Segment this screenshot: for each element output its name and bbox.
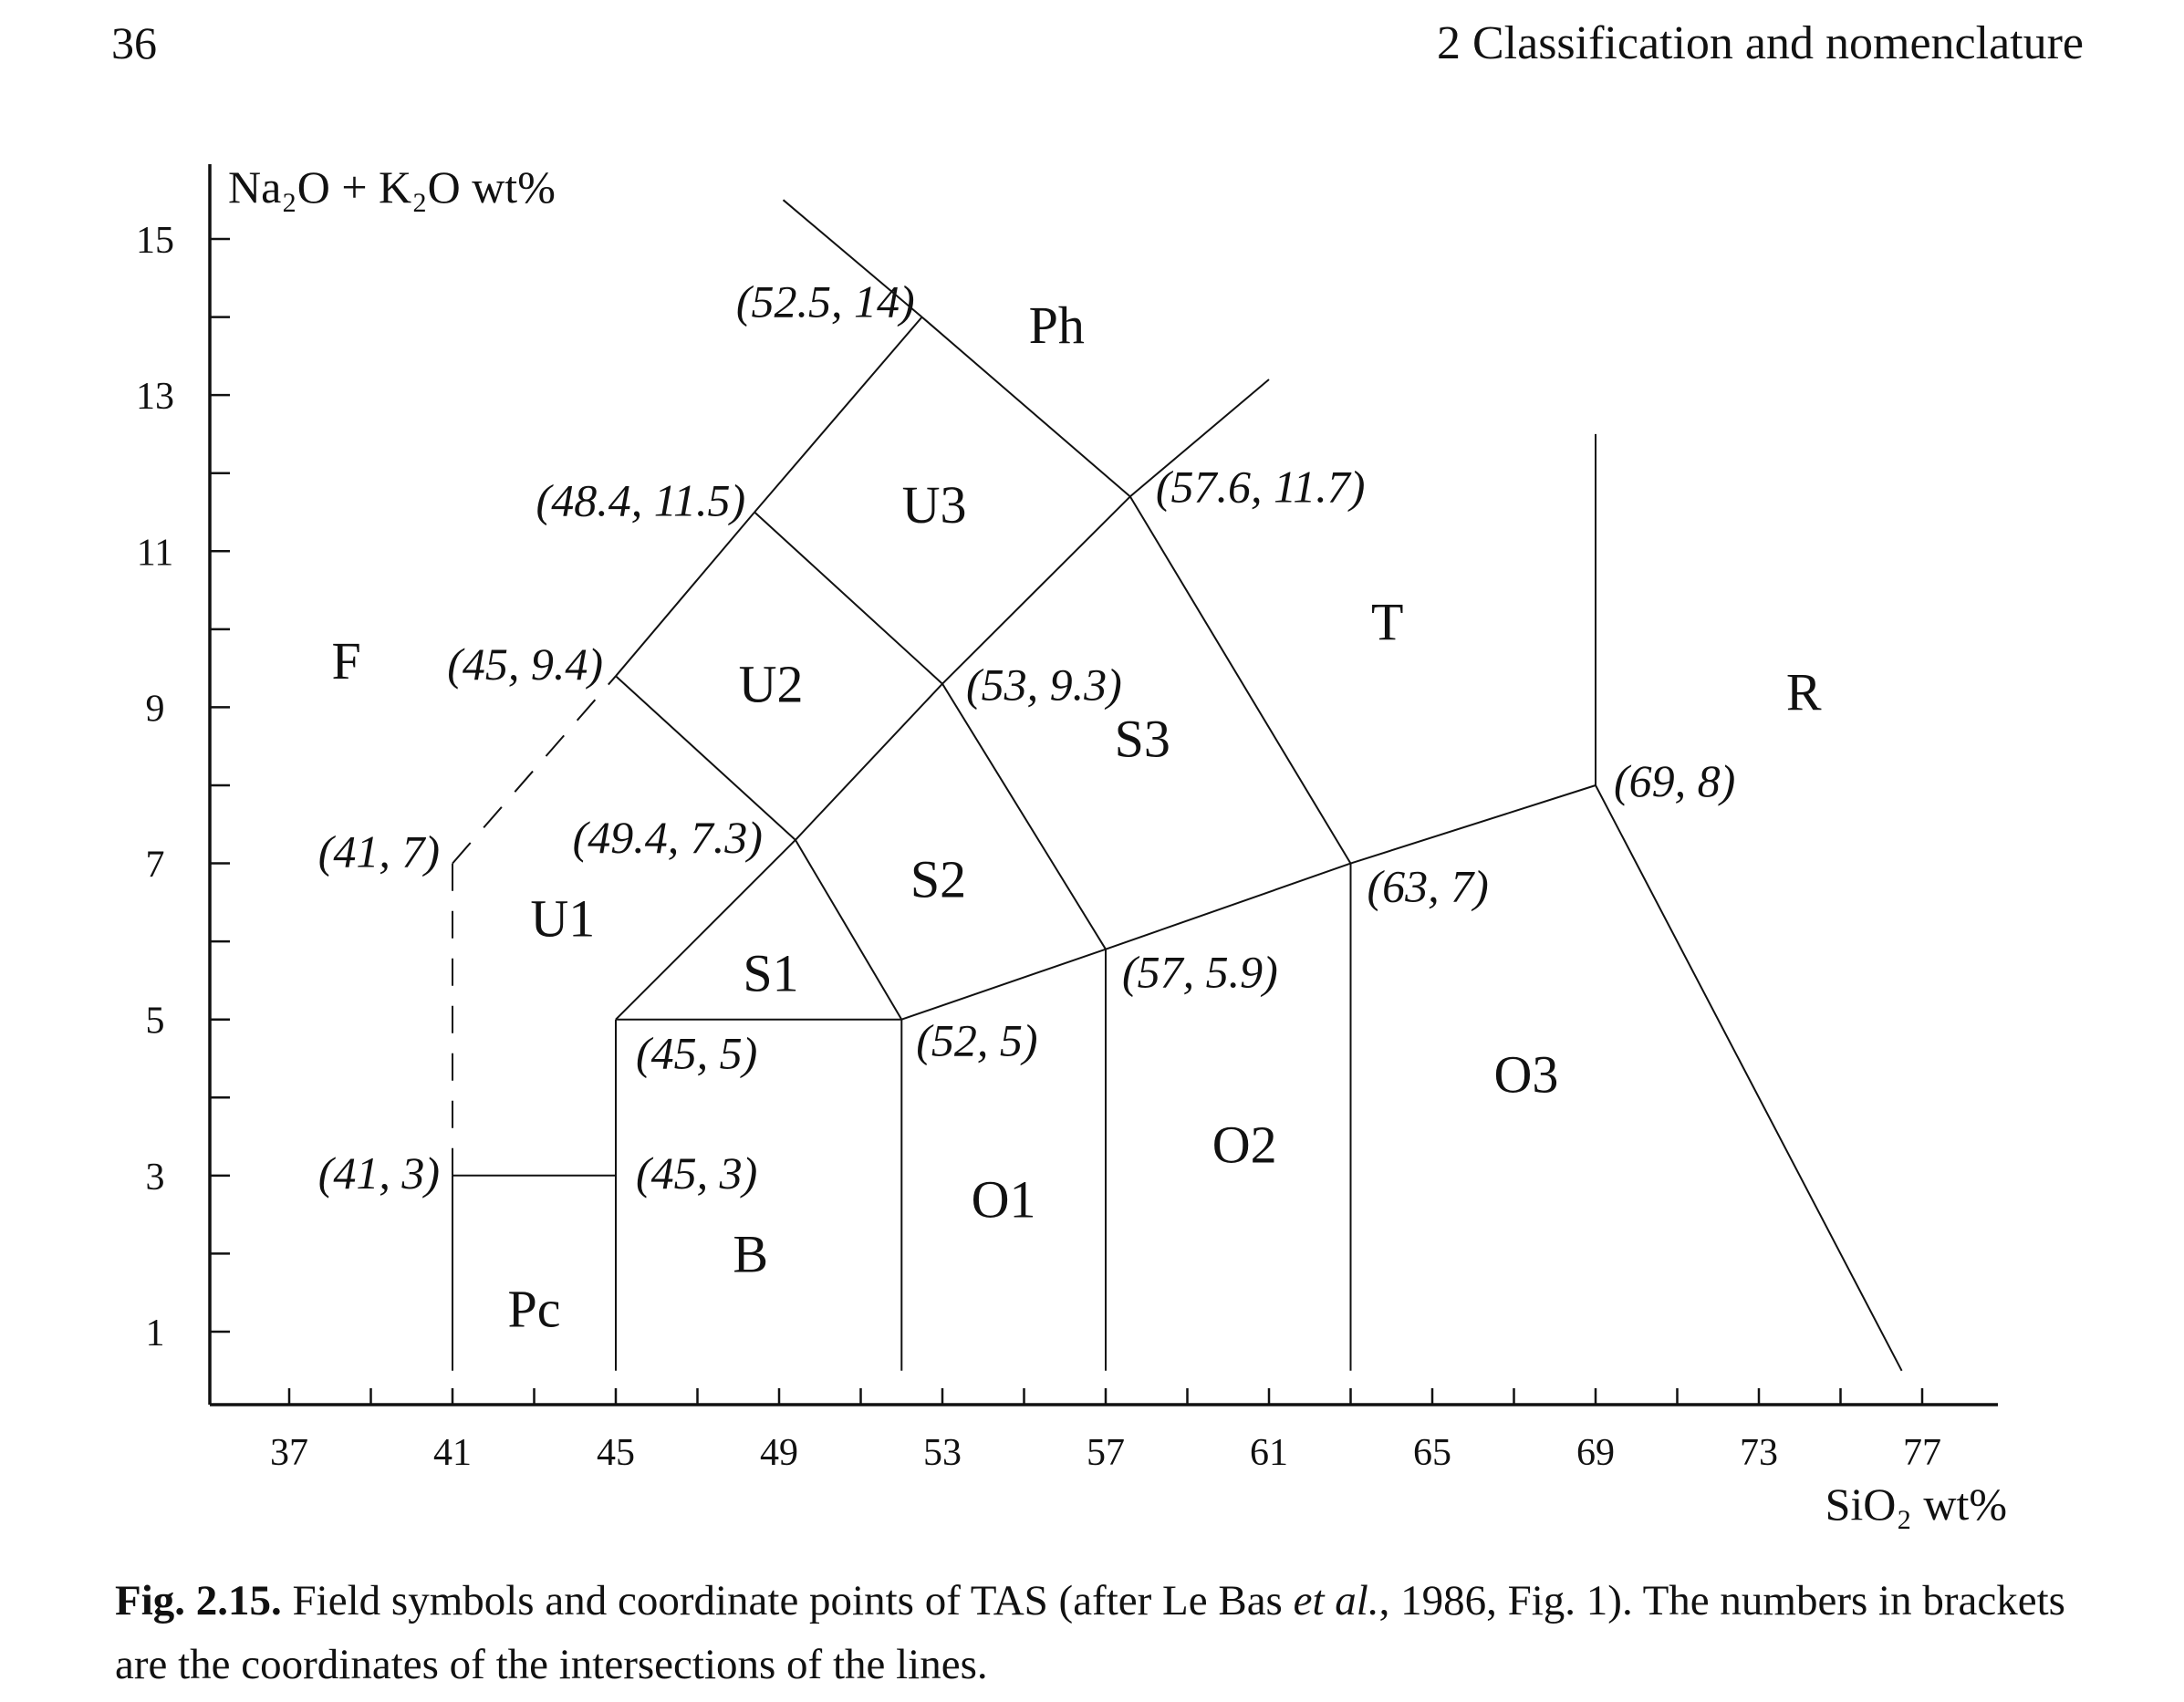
- x-tick-label: 73: [1740, 1432, 1778, 1474]
- x-axis-label: SiO₂ wt%: [1825, 1479, 2007, 1530]
- coordinate-label: (49.4, 7.3): [573, 812, 763, 863]
- x-tick-label: 61: [1250, 1432, 1288, 1474]
- field-boundary-line: [1105, 862, 1351, 950]
- x-tick-label: 69: [1576, 1432, 1615, 1474]
- field-label: R: [1786, 662, 1822, 721]
- y-axis-label: Na₂O + K₂O wt%: [228, 161, 556, 213]
- coordinate-label: (57, 5.9): [1122, 947, 1278, 998]
- coordinate-label: (45, 5): [636, 1028, 757, 1079]
- x-tick-label: 65: [1413, 1432, 1451, 1474]
- caption-label: Fig. 2.15.: [115, 1577, 282, 1624]
- coordinate-label: (57.6, 11.7): [1156, 461, 1366, 512]
- figure-caption: Fig. 2.15. Field symbols and coordinate …: [115, 1569, 2085, 1697]
- field-boundary-line: [615, 839, 796, 1021]
- field-boundary-line: [900, 948, 1107, 1021]
- field-boundary-line: [1129, 379, 1270, 498]
- coordinate-label: (53, 9.3): [966, 659, 1122, 711]
- field-label: U2: [739, 655, 804, 714]
- field-boundary-line: [941, 495, 1131, 685]
- page-number: 36: [111, 17, 157, 68]
- field-label: U3: [902, 475, 967, 534]
- x-tick-label: 57: [1087, 1432, 1125, 1474]
- coordinate-label: (52, 5): [916, 1015, 1037, 1066]
- field-label: F: [332, 631, 361, 690]
- field-boundary-line: [754, 511, 943, 685]
- coordinate-label: (41, 3): [318, 1147, 440, 1199]
- x-tick-label: 37: [270, 1432, 308, 1474]
- field-boundary-line: [754, 316, 923, 514]
- coordinate-label: (45, 3): [636, 1147, 757, 1199]
- y-tick-label: 7: [146, 845, 165, 887]
- field-label: O2: [1212, 1116, 1277, 1175]
- field-boundary-line: [795, 683, 943, 841]
- field-label: Ph: [1029, 296, 1085, 355]
- x-tick-label: 77: [1903, 1432, 1941, 1474]
- coordinate-labels: (52.5, 14) (48.4, 11.5) (57.6, 11.7) (45, 9…: [318, 276, 1736, 1199]
- field-label: B: [733, 1224, 768, 1283]
- caption-text-b: , 1986, Fig. 1). The numbers in brackets…: [115, 1577, 2065, 1688]
- coordinate-label: (45, 9.4): [447, 638, 603, 690]
- y-tick-label: 13: [136, 376, 174, 418]
- field-boundary-line: [782, 199, 923, 318]
- x-tick-label: 53: [923, 1432, 962, 1474]
- field-label: T: [1371, 592, 1403, 651]
- coordinate-label: (69, 8): [1614, 755, 1735, 806]
- field-boundary-line: [1128, 495, 1352, 865]
- field-lines: [452, 199, 1903, 1372]
- x-tick-label: 41: [433, 1432, 472, 1474]
- coordinate-label: (41, 7): [318, 826, 440, 877]
- field-boundary-line: [1595, 784, 1903, 1372]
- field-boundary-line: [452, 675, 617, 865]
- coordinate-label: (52.5, 14): [736, 276, 915, 327]
- field-label: S3: [1115, 710, 1170, 769]
- x-tick-label: 49: [760, 1432, 798, 1474]
- coordinate-label: (63, 7): [1368, 861, 1489, 912]
- y-tick-label: 15: [136, 220, 174, 262]
- field-labels: Ph U3 F U2 T R S3 S2 U1 S1 O3 O2 O1 B Pc: [332, 296, 1822, 1338]
- field-boundary-line: [795, 839, 903, 1021]
- y-tick-label: 1: [146, 1313, 165, 1354]
- field-label: U1: [530, 888, 595, 948]
- y-tick-label: 11: [137, 532, 173, 574]
- running-head: 2 Classification and nomenclature: [1436, 17, 2084, 69]
- field-label: O1: [972, 1170, 1036, 1230]
- field-label: O3: [1493, 1045, 1558, 1105]
- y-tick-label: 3: [146, 1157, 165, 1199]
- field-label: Pc: [508, 1279, 561, 1338]
- field-label: S1: [743, 943, 798, 1002]
- field-boundary-line: [615, 675, 796, 841]
- y-tick-label: 9: [146, 688, 165, 730]
- field-boundary-line: [1350, 784, 1596, 865]
- coordinate-label: (48.4, 11.5): [536, 474, 746, 525]
- y-tick-label: 5: [146, 1001, 165, 1043]
- field-boundary-line: [920, 316, 1131, 498]
- caption-text-a: Field symbols and coordinate points of T…: [292, 1577, 1294, 1624]
- field-label: S2: [910, 850, 966, 909]
- caption-text-italic: et al.: [1293, 1577, 1379, 1624]
- field-boundary-line: [615, 511, 755, 677]
- x-tick-label: 45: [597, 1432, 635, 1474]
- field-boundary-line: [941, 683, 1107, 950]
